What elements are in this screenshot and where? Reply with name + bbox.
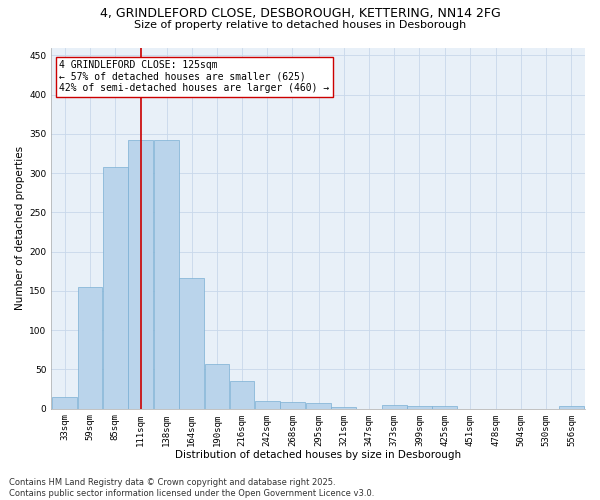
Bar bbox=[306, 403, 331, 408]
Bar bbox=[255, 401, 280, 408]
Bar bbox=[205, 364, 229, 408]
Bar bbox=[559, 406, 584, 408]
Text: Contains HM Land Registry data © Crown copyright and database right 2025.
Contai: Contains HM Land Registry data © Crown c… bbox=[9, 478, 374, 498]
Y-axis label: Number of detached properties: Number of detached properties bbox=[15, 146, 25, 310]
Bar bbox=[103, 167, 128, 408]
Bar bbox=[52, 397, 77, 408]
X-axis label: Distribution of detached houses by size in Desborough: Distribution of detached houses by size … bbox=[175, 450, 461, 460]
Bar bbox=[331, 407, 356, 408]
Bar bbox=[382, 405, 407, 408]
Text: Size of property relative to detached houses in Desborough: Size of property relative to detached ho… bbox=[134, 20, 466, 30]
Bar bbox=[77, 287, 103, 408]
Bar bbox=[280, 402, 305, 408]
Bar bbox=[407, 406, 432, 408]
Bar bbox=[432, 406, 457, 408]
Text: 4, GRINDLEFORD CLOSE, DESBOROUGH, KETTERING, NN14 2FG: 4, GRINDLEFORD CLOSE, DESBOROUGH, KETTER… bbox=[100, 8, 500, 20]
Text: 4 GRINDLEFORD CLOSE: 125sqm
← 57% of detached houses are smaller (625)
42% of se: 4 GRINDLEFORD CLOSE: 125sqm ← 57% of det… bbox=[59, 60, 329, 94]
Bar bbox=[128, 140, 153, 408]
Bar bbox=[154, 140, 179, 408]
Bar bbox=[179, 278, 204, 408]
Bar bbox=[230, 381, 254, 408]
